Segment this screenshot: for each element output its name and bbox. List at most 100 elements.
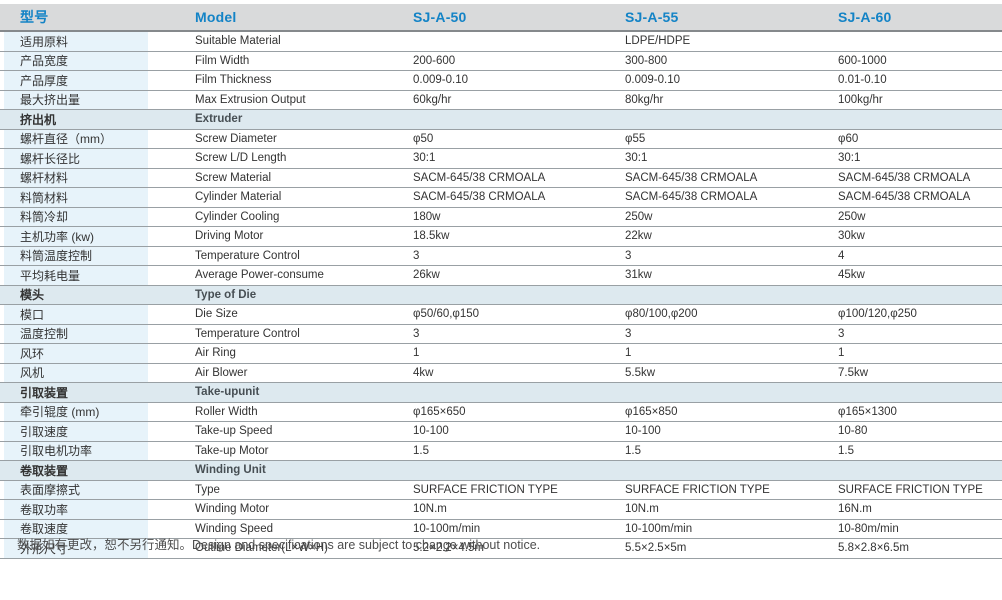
table-row: 产品宽度 Film Width 200-600 300-800 600-1000 — [0, 50, 1002, 70]
row-label-en: Temperature Control — [195, 249, 300, 262]
row-label-cn: 螺杆长径比 — [4, 149, 148, 168]
row-value-sj-a-60: 16N.m — [838, 503, 872, 516]
header-col-sj-a-55: SJ-A-55 — [625, 9, 679, 25]
row-label-cn-cell: 料筒材料 — [0, 188, 195, 207]
row-value-sj-a-55: 22kw — [625, 230, 652, 243]
row-label-cn-cell: 温度控制 — [0, 324, 195, 343]
row-label-cn: 卷取功率 — [4, 500, 148, 519]
row-value-sj-a-50: 1.5 — [413, 444, 429, 457]
row-value-sj-a-50 — [413, 383, 625, 402]
row-label-en: Suitable Material — [195, 35, 281, 48]
row-value-sj-a-60: 30:1 — [838, 152, 861, 165]
row-value-sj-a-50: 3 — [413, 249, 420, 262]
row-value-sj-a-60: SACM-645/38 CRMOALA — [838, 171, 971, 184]
row-value-sj-a-55: SACM-645/38 CRMOALA — [625, 171, 758, 184]
row-label-cn: 产品厚度 — [4, 71, 148, 90]
header-type-label: 型号 — [20, 9, 49, 25]
row-value-sj-a-50: 3 — [413, 327, 420, 340]
row-label-en: Average Power-consume — [195, 269, 324, 282]
row-label-en: Temperature Control — [195, 327, 300, 340]
table-row: 牵引辊度 (mm) Roller Width φ165×650 φ165×850 φ16… — [0, 401, 1002, 421]
row-value-sj-a-55: 5.5×2.5×5m — [625, 542, 687, 555]
row-value-sj-a-50: 18.5kw — [413, 230, 450, 243]
row-value-sj-a-50: 10-100m/min — [413, 522, 481, 535]
row-label-cn: 料筒温度控制 — [4, 246, 148, 265]
row-value-sj-a-55 — [625, 286, 838, 305]
row-label-cn: 料筒冷却 — [4, 207, 148, 226]
row-label-cn-cell: 产品厚度 — [0, 71, 195, 90]
row-label-en: Screw Diameter — [195, 132, 277, 145]
row-value-sj-a-55: 0.009-0.10 — [625, 74, 680, 87]
row-label-cn-cell: 卷取装置 — [0, 461, 195, 480]
row-value-sj-a-60: 100kg/hr — [838, 93, 883, 106]
table-row: 主机功率 (kw) Driving Motor 18.5kw 22kw 30kw — [0, 226, 1002, 246]
row-label-cn: 平均耗电量 — [4, 266, 148, 285]
row-value-sj-a-55: 10N.m — [625, 503, 659, 516]
section-row: 卷取装置 Winding Unit — [0, 460, 1002, 480]
table-row: 引取电机功率 Take-up Motor 1.5 1.5 1.5 — [0, 440, 1002, 460]
row-value-sj-a-50 — [413, 461, 625, 480]
row-label-cn: 风机 — [4, 363, 148, 382]
header-model-label: Model — [195, 9, 237, 25]
row-label-cn-cell: 引取电机功率 — [0, 441, 195, 460]
row-label-cn: 外形尺寸 — [4, 539, 148, 558]
row-label-cn: 产品宽度 — [4, 51, 148, 70]
row-value-sj-a-55: LDPE/HDPE — [625, 35, 691, 48]
row-value-sj-a-60 — [838, 461, 1002, 480]
row-value-sj-a-50: 10N.m — [413, 503, 447, 516]
row-label-cn: 主机功率 (kw) — [4, 227, 148, 246]
row-label-en: Take-up Speed — [195, 425, 273, 438]
table-row: 卷取速度 Winding Speed 10-100m/min 10-100m/min 1… — [0, 518, 1002, 538]
row-label-en: Film Width — [195, 54, 250, 67]
row-label-cn-cell: 牵引辊度 (mm) — [0, 402, 195, 421]
row-label-cn: 引取速度 — [4, 422, 148, 441]
row-value-sj-a-60: 0.01-0.10 — [838, 74, 887, 87]
row-label-en: Die Size — [195, 308, 238, 321]
row-value-sj-a-55: SURFACE FRICTION TYPE — [625, 483, 770, 496]
row-label-en: Type — [195, 483, 220, 496]
row-label-en: Type of Die — [195, 288, 257, 301]
row-label-en: Cylinder Material — [195, 191, 282, 204]
table-header-row: 型号 Model SJ-A-50 SJ-A-55 SJ-A-60 — [0, 4, 1002, 32]
row-value-sj-a-55: 1 — [625, 347, 632, 360]
table-row: 最大挤出量 Max Extrusion Output 60kg/hr 80kg/hr 1… — [0, 89, 1002, 109]
row-label-cn-cell: 风环 — [0, 344, 195, 363]
row-label-en: Cylinder Cooling — [195, 210, 280, 223]
row-value-sj-a-60: 5.8×2.8×6.5m — [838, 542, 909, 555]
table-row: 料筒冷却 Cylinder Cooling 180w 250w 250w — [0, 206, 1002, 226]
row-value-sj-a-60: φ60 — [838, 132, 859, 145]
section-row: 模头 Type of Die — [0, 284, 1002, 305]
row-label-cn: 温度控制 — [4, 324, 148, 343]
row-value-sj-a-50: 0.009-0.10 — [413, 74, 468, 87]
row-value-sj-a-60: 1.5 — [838, 444, 854, 457]
row-value-sj-a-55: SACM-645/38 CRMOALA — [625, 191, 758, 204]
row-value-sj-a-50: 10-100 — [413, 425, 449, 438]
row-value-sj-a-50: 30:1 — [413, 152, 436, 165]
table-row: 风机 Air Blower 4kw 5.5kw 7.5kw — [0, 362, 1002, 382]
row-value-sj-a-50: SURFACE FRICTION TYPE — [413, 483, 558, 496]
row-value-sj-a-55: φ165×850 — [625, 405, 678, 418]
table-row: 温度控制 Temperature Control 3 3 3 — [0, 323, 1002, 343]
table-body: 适用原料 Suitable Material LDPE/HDPE 产品宽度 Film W… — [0, 32, 1002, 559]
row-label-cn-cell: 表面摩擦式 — [0, 480, 195, 499]
row-value-sj-a-55 — [625, 383, 838, 402]
row-value-sj-a-55: 10-100m/min — [625, 522, 693, 535]
spec-table: 型号 Model SJ-A-50 SJ-A-55 SJ-A-60 适用原料 Sui… — [0, 4, 1002, 559]
row-value-sj-a-60 — [838, 286, 1002, 305]
row-value-sj-a-50 — [413, 32, 625, 51]
row-label-en: Air Blower — [195, 366, 248, 379]
row-label-en: Take-up Motor — [195, 444, 269, 457]
row-label-cn-cell: 平均耗电量 — [0, 266, 195, 285]
row-value-sj-a-55: 3 — [625, 327, 632, 340]
row-label-cn-cell: 卷取功率 — [0, 500, 195, 519]
row-value-sj-a-60: 1 — [838, 347, 845, 360]
row-label-cn-cell: 主机功率 (kw) — [0, 227, 195, 246]
row-value-sj-a-60 — [838, 383, 1002, 402]
row-value-sj-a-50: φ165×650 — [413, 405, 466, 418]
table-row: 螺杆长径比 Screw L/D Length 30:1 30:1 30:1 — [0, 148, 1002, 168]
row-label-cn-cell: 最大挤出量 — [0, 90, 195, 109]
table-row: 表面摩擦式 Type SURFACE FRICTION TYPE SURFACE FR… — [0, 479, 1002, 499]
row-value-sj-a-60: φ165×1300 — [838, 405, 897, 418]
row-label-en: Screw L/D Length — [195, 152, 287, 165]
table-row: 螺杆材料 Screw Material SACM-645/38 CRMOALA SAC… — [0, 167, 1002, 187]
